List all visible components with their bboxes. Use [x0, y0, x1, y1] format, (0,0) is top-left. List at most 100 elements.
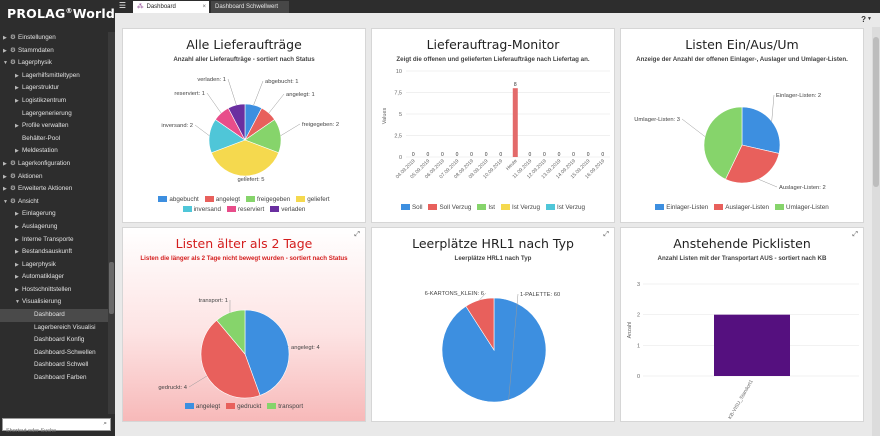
- legend-item-soll-verzug[interactable]: Soll Verzug: [428, 203, 471, 213]
- widget-title: Listen älter als 2 Tage: [175, 236, 313, 251]
- bar-value-label: 0: [601, 152, 604, 158]
- pie-label-leader: [244, 175, 250, 180]
- legend-item-abgebucht[interactable]: abgebucht: [158, 195, 199, 205]
- expand-icon[interactable]: ⤢: [603, 231, 609, 238]
- legend-item-freigegeben[interactable]: freigegeben: [245, 195, 290, 205]
- sidebar-item-aktionen-11[interactable]: ▶ ⚙ Aktionen: [0, 171, 108, 184]
- sidebar-item-dashboard-22[interactable]: Dashboard: [0, 309, 108, 322]
- sidebar-item-automatiklager-19[interactable]: ▶ Automatiklager: [0, 271, 108, 284]
- sidebar-item-label: Visualisierung: [22, 298, 62, 306]
- chevron-right-icon: ▶: [15, 85, 19, 92]
- widget-subtitle: Anzahl aller Lieferaufträge - sortiert n…: [173, 56, 315, 63]
- sidebar-item-einlagerung-14[interactable]: ▶ Einlagerung: [0, 208, 108, 221]
- legend-item-ist-verzug[interactable]: Ist Verzug: [546, 203, 585, 213]
- pie-label-leader: [268, 93, 285, 114]
- close-tab-icon[interactable]: ×: [202, 4, 206, 10]
- sidebar-item-visualisierung-21[interactable]: ▼ Visualisierung: [0, 296, 108, 309]
- search-icon[interactable]: ⌕: [103, 420, 107, 427]
- sidebar-item-stammdaten-1[interactable]: ▶ ⚙ Stammdaten: [0, 45, 108, 58]
- chevron-right-icon: ▶: [15, 261, 19, 268]
- sidebar-item-label: Lagerphysik: [22, 260, 56, 268]
- legend-label: angelegt: [215, 196, 240, 203]
- chevron-down-icon: ▼: [15, 299, 20, 306]
- sidebar-item-lagerhilfsmitteltypen-3[interactable]: ▶ Lagerhilfsmitteltypen: [0, 70, 108, 83]
- sidebar-item-dashboard-schwell-26[interactable]: Dashboard Schwell: [0, 359, 108, 372]
- widget-title: Anstehende Picklisten: [673, 236, 811, 251]
- sidebar-item-interne-transporte-16[interactable]: ▶ Interne Transporte: [0, 234, 108, 247]
- legend-item-reserviert[interactable]: reserviert: [226, 205, 264, 215]
- shortcut-search-input[interactable]: [3, 425, 95, 436]
- legend-swatch: [204, 195, 214, 202]
- sidebar-item-lagerstruktur-4[interactable]: ▶ Lagerstruktur: [0, 82, 108, 95]
- tab-dashboard-schwellwert[interactable]: Dashboard Schwellwert: [211, 1, 289, 13]
- expand-icon[interactable]: ⤢: [354, 231, 360, 238]
- sidebar-item-dashboard-farben-27[interactable]: Dashboard Farben: [0, 372, 108, 385]
- chart-legend: Einlager-Listen Auslager-Listen Umlager-Li…: [621, 203, 863, 213]
- pie-label-leader: [194, 124, 210, 136]
- help-icon[interactable]: ?: [861, 15, 866, 24]
- dashboard-tab-icon: ⁂: [137, 3, 144, 10]
- sidebar-item-lagerkonfiguration-10[interactable]: ▶ ⚙ Lagerkonfiguration: [0, 158, 108, 171]
- expand-icon[interactable]: ⤢: [852, 231, 858, 238]
- widget-subtitle: Zeigt die offenen und gelieferten Liefer…: [396, 56, 590, 63]
- pie-label-leader: [771, 94, 775, 122]
- sidebar-item-dashboard-konfig-24[interactable]: Dashboard Konfig: [0, 334, 108, 347]
- caret-down-icon[interactable]: ▼: [867, 16, 872, 22]
- legend-item-auslager-listen[interactable]: Auslager-Listen: [714, 203, 769, 213]
- legend-item-geliefert[interactable]: geliefert: [296, 195, 330, 205]
- sidebar-item-label: Bestandsauskunft: [22, 248, 73, 256]
- legend-item-transport[interactable]: transport: [267, 402, 303, 412]
- sidebar-item-einstellungen-0[interactable]: ▶ ⚙ Einstellungen: [0, 32, 108, 45]
- legend-item-angelegt[interactable]: angelegt: [184, 402, 220, 412]
- sidebar-item-label: Dashboard Konfig: [34, 336, 85, 344]
- legend-item-verladen[interactable]: verladen: [270, 205, 305, 215]
- pie-slice-auslager-listen[interactable]: [725, 144, 780, 184]
- main-scrollbar[interactable]: [872, 27, 880, 436]
- sidebar-item-meldestation-9[interactable]: ▶ Meldestation: [0, 145, 108, 158]
- gear-icon: ⚙: [10, 59, 16, 67]
- tab-schwellwert-label: Dashboard Schwellwert: [215, 4, 279, 10]
- sidebar-item-hostschnittstellen-20[interactable]: ▶ Hostschnittstellen: [0, 284, 108, 297]
- legend-label: Soll Verzug: [439, 204, 472, 211]
- legend-item-ist-verzug[interactable]: Ist Verzug: [500, 203, 540, 213]
- sidebar-item-ansicht-13[interactable]: ▼ ⚙ Ansicht: [0, 196, 108, 209]
- bar-value-label: 0: [426, 152, 429, 158]
- bar-kb-visu-standort1[interactable]: [714, 314, 790, 376]
- chart-legend: Soll Soll Verzug Ist Ist Verzug Ist Verzug: [372, 203, 614, 213]
- sidebar-item-lagergenerierung-6[interactable]: Lagergenerierung: [0, 108, 108, 121]
- pie-slice-angelegt[interactable]: [244, 309, 290, 396]
- app-logo[interactable]: PROLAG®World: [7, 6, 116, 21]
- legend-label: Ist Verzug: [557, 204, 586, 211]
- pie-slice-verladen[interactable]: [227, 103, 246, 141]
- legend-item-soll[interactable]: Soll: [400, 203, 422, 213]
- chevron-right-icon: ▶: [15, 223, 19, 230]
- sidebar-item-erweiterte-aktionen-12[interactable]: ▶ ⚙ Erweiterte Aktionen: [0, 183, 108, 196]
- legend-item-ist[interactable]: Ist: [477, 203, 495, 213]
- sidebar-item-lagerbereich-visualisi-23[interactable]: Lagerbereich Visualisi: [0, 322, 108, 335]
- main-scrollbar-thumb[interactable]: [873, 37, 879, 187]
- sidebar-scrollbar-thumb[interactable]: [109, 262, 114, 314]
- legend-item-angelegt[interactable]: angelegt: [204, 195, 240, 205]
- legend-swatch: [477, 203, 487, 210]
- widget-subtitle: Anzahl Listen mit der Transportart AUS -…: [657, 255, 827, 262]
- chevron-right-icon: ▶: [3, 173, 7, 180]
- sidebar-scrollbar[interactable]: [108, 32, 115, 414]
- hamburger-menu-icon[interactable]: ☰: [118, 1, 127, 10]
- pie-slice-einlager-listen[interactable]: [741, 106, 781, 154]
- pie-slice-gedruckt[interactable]: [200, 319, 261, 399]
- legend-item-gedruckt[interactable]: gedruckt: [226, 402, 261, 412]
- sidebar-item-logistikzentrum-5[interactable]: ▶ Logistikzentrum: [0, 95, 108, 108]
- sidebar-item-auslagerung-15[interactable]: ▶ Auslagerung: [0, 221, 108, 234]
- bar-soll-verzug-7[interactable]: [512, 88, 518, 157]
- pie-slice-6-kartons-klein[interactable]: [465, 297, 495, 352]
- legend-item-inversand[interactable]: inversand: [182, 205, 221, 215]
- sidebar-item-profile-verwalten-7[interactable]: ▶ Profile verwalten: [0, 120, 108, 133]
- tab-dashboard[interactable]: ⁂ Dashboard ×: [133, 1, 209, 13]
- legend-item-umlager-listen[interactable]: Umlager-Listen: [775, 203, 829, 213]
- sidebar-item-lagerphysik-18[interactable]: ▶ Lagerphysik: [0, 259, 108, 272]
- sidebar-item-beh-lter-pool-8[interactable]: Behälter-Pool: [0, 133, 108, 146]
- sidebar-item-lagerphysik-2[interactable]: ▼ ⚙ Lagerphysik: [0, 57, 108, 70]
- sidebar-item-bestandsauskunft-17[interactable]: ▶ Bestandsauskunft: [0, 246, 108, 259]
- legend-item-einlager-listen[interactable]: Einlager-Listen: [655, 203, 708, 213]
- sidebar-item-dashboard-schwellen-25[interactable]: Dashboard-Schwellen: [0, 347, 108, 360]
